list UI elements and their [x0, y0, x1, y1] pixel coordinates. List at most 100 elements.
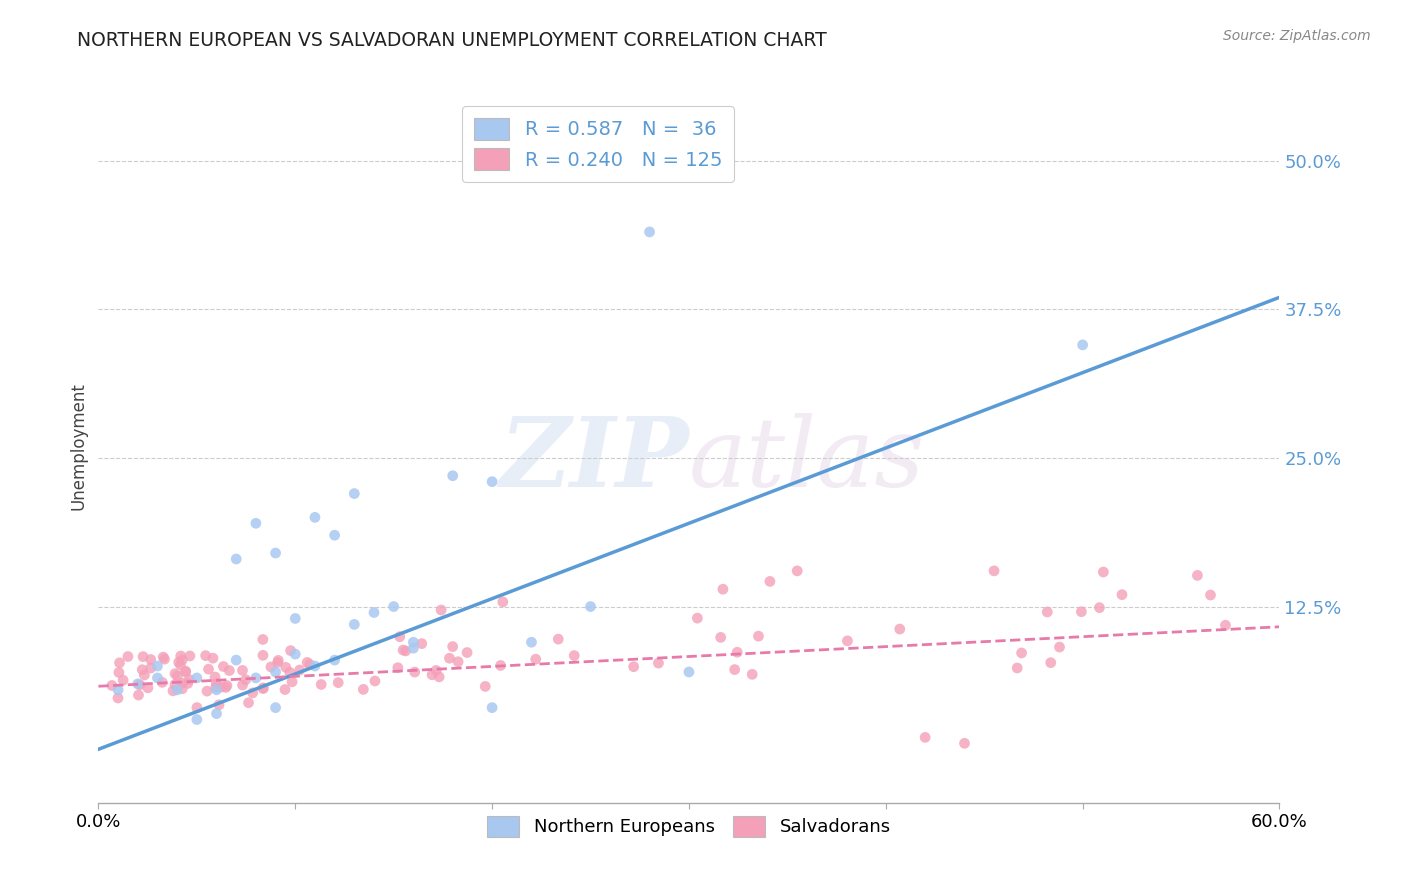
- Point: [343, 486, 366, 500]
- Point: [112, 673, 135, 688]
- Point: [520, 635, 543, 649]
- Point: [204, 681, 226, 695]
- Point: [274, 682, 297, 697]
- Point: [1070, 605, 1092, 619]
- Point: [364, 673, 387, 688]
- Point: [492, 595, 515, 609]
- Point: [323, 528, 346, 542]
- Point: [197, 662, 219, 676]
- Point: [710, 631, 733, 645]
- Point: [352, 682, 374, 697]
- Point: [128, 678, 150, 692]
- Point: [447, 655, 470, 669]
- Point: [260, 660, 283, 674]
- Point: [108, 656, 131, 670]
- Point: [402, 641, 425, 656]
- Point: [131, 663, 153, 677]
- Point: [323, 653, 346, 667]
- Point: [363, 606, 385, 620]
- Point: [304, 659, 326, 673]
- Point: [215, 679, 238, 693]
- Point: [395, 644, 418, 658]
- Point: [215, 681, 238, 695]
- Point: [153, 652, 176, 666]
- Point: [232, 678, 254, 692]
- Point: [264, 546, 287, 560]
- Point: [953, 736, 976, 750]
- Point: [747, 629, 769, 643]
- Point: [274, 660, 297, 674]
- Point: [146, 659, 169, 673]
- Text: Source: ZipAtlas.com: Source: ZipAtlas.com: [1223, 29, 1371, 43]
- Point: [170, 676, 193, 690]
- Point: [1187, 568, 1209, 582]
- Point: [420, 667, 443, 681]
- Point: [267, 653, 290, 667]
- Point: [127, 677, 149, 691]
- Point: [623, 659, 645, 673]
- Point: [889, 622, 911, 636]
- Text: ZIP: ZIP: [499, 413, 689, 508]
- Point: [204, 670, 226, 684]
- Point: [167, 655, 190, 669]
- Point: [309, 677, 332, 691]
- Point: [172, 653, 194, 667]
- Point: [404, 665, 426, 679]
- Point: [489, 658, 512, 673]
- Point: [456, 646, 478, 660]
- Point: [108, 665, 131, 680]
- Point: [638, 225, 661, 239]
- Point: [264, 700, 287, 714]
- Point: [430, 603, 453, 617]
- Point: [711, 582, 734, 597]
- Point: [146, 671, 169, 685]
- Point: [1036, 605, 1059, 619]
- Point: [579, 599, 602, 614]
- Point: [1005, 661, 1028, 675]
- Point: [402, 635, 425, 649]
- Point: [245, 516, 267, 531]
- Point: [139, 661, 162, 675]
- Point: [280, 643, 302, 657]
- Point: [481, 700, 503, 714]
- Point: [177, 676, 200, 690]
- Point: [238, 696, 260, 710]
- Point: [387, 661, 409, 675]
- Point: [166, 669, 188, 683]
- Point: [186, 700, 208, 714]
- Point: [132, 649, 155, 664]
- Point: [152, 650, 174, 665]
- Text: atlas: atlas: [689, 413, 925, 508]
- Point: [284, 611, 307, 625]
- Point: [343, 617, 366, 632]
- Point: [388, 630, 411, 644]
- Point: [174, 665, 197, 679]
- Point: [481, 475, 503, 489]
- Point: [179, 673, 201, 687]
- Point: [212, 659, 235, 673]
- Point: [186, 671, 208, 685]
- Point: [252, 632, 274, 647]
- Point: [441, 640, 464, 654]
- Point: [1215, 618, 1237, 632]
- Point: [441, 468, 464, 483]
- Point: [225, 552, 247, 566]
- Point: [1111, 588, 1133, 602]
- Point: [128, 688, 150, 702]
- Point: [284, 647, 307, 661]
- Point: [186, 713, 208, 727]
- Point: [686, 611, 709, 625]
- Point: [218, 664, 240, 678]
- Point: [172, 681, 194, 696]
- Point: [245, 671, 267, 685]
- Point: [174, 664, 197, 678]
- Point: [252, 681, 274, 696]
- Point: [1011, 646, 1033, 660]
- Point: [741, 667, 763, 681]
- Point: [382, 599, 405, 614]
- Legend: Northern Europeans, Salvadorans: Northern Europeans, Salvadorans: [479, 808, 898, 844]
- Point: [231, 664, 253, 678]
- Point: [163, 666, 186, 681]
- Point: [281, 674, 304, 689]
- Point: [201, 651, 224, 665]
